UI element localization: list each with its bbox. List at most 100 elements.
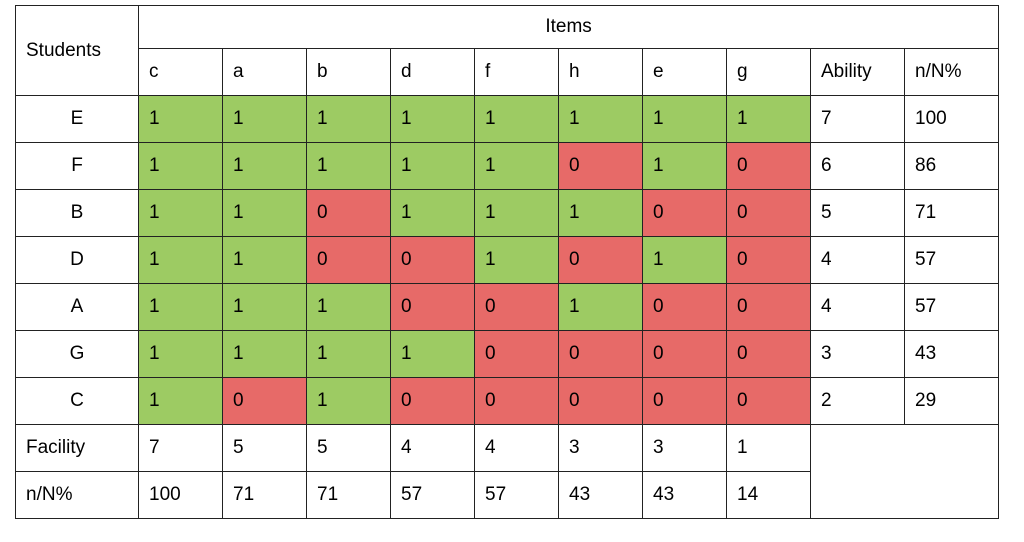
score-cell-correct: 1 bbox=[222, 330, 307, 378]
percent-cell: 71 bbox=[903, 189, 1000, 237]
percent-cell: 57 bbox=[903, 236, 1000, 284]
score-cell-incorrect: 0 bbox=[726, 189, 811, 237]
ability-cell: 4 bbox=[810, 283, 905, 331]
empty-corner-cell bbox=[809, 424, 1000, 519]
percent-cell: 86 bbox=[903, 142, 1000, 190]
item-column-header: a bbox=[222, 48, 307, 96]
percent-cell: 43 bbox=[903, 330, 1000, 378]
item-column-header: f bbox=[474, 48, 559, 96]
student-row: G 1 1 1 1 0 0 0 0 3 43 bbox=[15, 330, 1000, 378]
score-cell-incorrect: 0 bbox=[474, 330, 559, 378]
facility-cell: 5 bbox=[222, 424, 307, 472]
score-cell-correct: 1 bbox=[222, 189, 307, 237]
item-column-header: g bbox=[726, 48, 811, 96]
nN-cell: 100 bbox=[138, 471, 223, 519]
student-row: B 1 1 0 1 1 1 0 0 5 71 bbox=[15, 189, 1000, 237]
score-cell-correct: 1 bbox=[222, 95, 307, 143]
percent-header: n/N% bbox=[903, 48, 1000, 96]
nN-cell: 57 bbox=[474, 471, 559, 519]
score-cell-incorrect: 0 bbox=[306, 236, 391, 284]
score-cell-correct: 1 bbox=[558, 95, 643, 143]
ability-cell: 2 bbox=[810, 377, 905, 425]
score-cell-correct: 1 bbox=[138, 330, 223, 378]
score-cell-correct: 1 bbox=[138, 283, 223, 331]
facility-cell: 4 bbox=[474, 424, 559, 472]
score-cell-incorrect: 0 bbox=[642, 377, 727, 425]
facility-cell: 5 bbox=[306, 424, 391, 472]
score-cell-incorrect: 0 bbox=[726, 236, 811, 284]
ability-header: Ability bbox=[810, 48, 905, 96]
score-cell-incorrect: 0 bbox=[558, 142, 643, 190]
score-cell-correct: 1 bbox=[642, 142, 727, 190]
score-cell-correct: 1 bbox=[306, 95, 391, 143]
score-cell-correct: 1 bbox=[390, 142, 475, 190]
score-cell-correct: 1 bbox=[306, 330, 391, 378]
nN-cell: 71 bbox=[306, 471, 391, 519]
score-cell-correct: 1 bbox=[726, 95, 811, 143]
student-row: C 1 0 1 0 0 0 0 0 2 29 bbox=[15, 377, 1000, 425]
facility-cell: 7 bbox=[138, 424, 223, 472]
item-column-header: e bbox=[642, 48, 727, 96]
student-row: A 1 1 1 0 0 1 0 0 4 57 bbox=[15, 283, 1000, 331]
nN-cell: 14 bbox=[726, 471, 811, 519]
student-label: B bbox=[15, 189, 139, 237]
facility-row: Facility 7 5 5 4 4 3 3 1 bbox=[15, 424, 1000, 519]
student-label: G bbox=[15, 330, 139, 378]
student-label: D bbox=[15, 236, 139, 284]
score-cell-correct: 1 bbox=[558, 283, 643, 331]
score-cell-incorrect: 0 bbox=[390, 236, 475, 284]
student-label: A bbox=[15, 283, 139, 331]
score-cell-correct: 1 bbox=[474, 236, 559, 284]
student-row: E 1 1 1 1 1 1 1 1 7 100 bbox=[15, 95, 1000, 143]
facility-cell: 4 bbox=[390, 424, 475, 472]
percent-cell: 29 bbox=[903, 377, 1000, 425]
score-cell-correct: 1 bbox=[642, 95, 727, 143]
score-cell-incorrect: 0 bbox=[474, 283, 559, 331]
score-cell-correct: 1 bbox=[390, 189, 475, 237]
score-cell-incorrect: 0 bbox=[306, 189, 391, 237]
score-cell-incorrect: 0 bbox=[642, 189, 727, 237]
score-cell-incorrect: 0 bbox=[642, 330, 727, 378]
student-label: F bbox=[15, 142, 139, 190]
score-cell-correct: 1 bbox=[390, 95, 475, 143]
student-row: F 1 1 1 1 1 0 1 0 6 86 bbox=[15, 142, 1000, 190]
item-column-header: d bbox=[390, 48, 475, 96]
nN-cell: 43 bbox=[558, 471, 643, 519]
students-header: Students bbox=[15, 5, 139, 96]
score-cell-correct: 1 bbox=[222, 283, 307, 331]
score-cell-incorrect: 0 bbox=[474, 377, 559, 425]
nN-cell: 71 bbox=[222, 471, 307, 519]
score-cell-incorrect: 0 bbox=[558, 330, 643, 378]
ability-cell: 3 bbox=[810, 330, 905, 378]
score-cell-correct: 1 bbox=[138, 189, 223, 237]
score-cell-correct: 1 bbox=[474, 142, 559, 190]
score-cell-incorrect: 0 bbox=[726, 377, 811, 425]
score-cell-incorrect: 0 bbox=[558, 236, 643, 284]
score-cell-incorrect: 0 bbox=[726, 330, 811, 378]
item-column-header: c bbox=[138, 48, 223, 96]
score-cell-incorrect: 0 bbox=[642, 283, 727, 331]
score-cell-incorrect: 0 bbox=[726, 283, 811, 331]
student-row: D 1 1 0 0 1 0 1 0 4 57 bbox=[15, 236, 1000, 284]
nN-label: n/N% bbox=[15, 471, 139, 519]
nN-cell: 43 bbox=[642, 471, 727, 519]
score-cell-correct: 1 bbox=[306, 377, 391, 425]
score-cell-correct: 1 bbox=[558, 189, 643, 237]
score-cell-correct: 1 bbox=[222, 236, 307, 284]
percent-cell: 100 bbox=[903, 95, 1000, 143]
ability-cell: 6 bbox=[810, 142, 905, 190]
score-cell-correct: 1 bbox=[138, 95, 223, 143]
score-cell-correct: 1 bbox=[138, 142, 223, 190]
student-label: C bbox=[15, 377, 139, 425]
score-cell-correct: 1 bbox=[222, 142, 307, 190]
nN-cell: 57 bbox=[390, 471, 475, 519]
student-label: E bbox=[15, 95, 139, 143]
nN-row: n/N% 100 71 71 57 57 43 43 14 bbox=[15, 471, 999, 519]
ability-cell: 7 bbox=[810, 95, 905, 143]
score-cell-correct: 1 bbox=[306, 283, 391, 331]
score-cell-correct: 1 bbox=[642, 236, 727, 284]
score-cell-incorrect: 0 bbox=[558, 377, 643, 425]
score-cell-incorrect: 0 bbox=[390, 283, 475, 331]
score-cell-correct: 1 bbox=[474, 95, 559, 143]
